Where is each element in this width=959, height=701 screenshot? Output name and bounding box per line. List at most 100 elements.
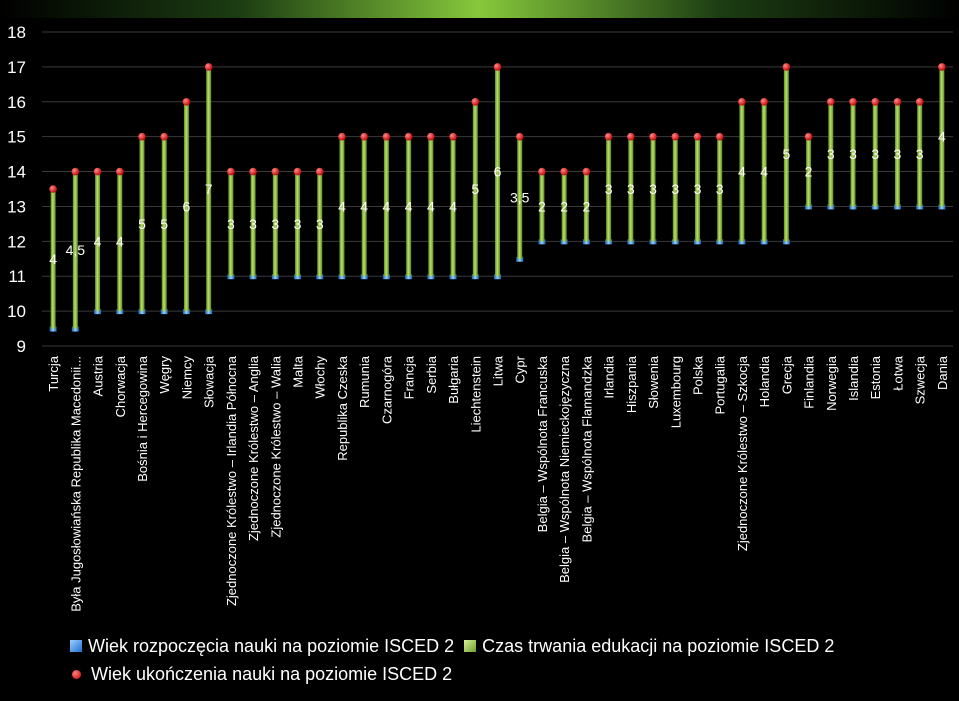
y-tick-label-15: 15 bbox=[7, 128, 26, 147]
start-age-marker-14 bbox=[360, 274, 368, 280]
x-tick-label-21: Cypr bbox=[513, 355, 528, 383]
end-age-marker-6 bbox=[182, 97, 191, 106]
end-age-marker-7 bbox=[204, 63, 213, 71]
end-age-marker-14 bbox=[360, 132, 368, 141]
x-tick-label-16: Francja bbox=[402, 355, 417, 399]
y-tick-label-13: 13 bbox=[7, 197, 26, 216]
end-age-marker-17 bbox=[427, 132, 435, 141]
end-age-marker-19 bbox=[471, 97, 480, 106]
duration-bar-33 bbox=[783, 66, 789, 242]
duration-bar-11 bbox=[295, 171, 301, 277]
duration-label-22: 2 bbox=[538, 198, 546, 214]
start-age-marker-11 bbox=[294, 274, 302, 280]
end-age-marker-40 bbox=[938, 63, 946, 71]
duration-label-39: 3 bbox=[916, 146, 924, 162]
end-age-marker-37 bbox=[871, 97, 880, 106]
duration-label-34: 2 bbox=[805, 164, 813, 180]
duration-label-10: 3 bbox=[271, 216, 279, 232]
duration-bar-4 bbox=[139, 136, 145, 312]
start-age-marker-24 bbox=[582, 239, 590, 245]
end-age-marker-33 bbox=[782, 63, 791, 71]
start-age-marker-5 bbox=[160, 309, 168, 315]
duration-label-9: 3 bbox=[249, 216, 257, 232]
x-tick-label-12: Włochy bbox=[313, 356, 328, 399]
start-age-marker-29 bbox=[693, 239, 701, 245]
start-age-marker-28 bbox=[671, 239, 679, 245]
duration-bar-5 bbox=[161, 136, 167, 312]
duration-bar-9 bbox=[250, 171, 256, 277]
x-tick-label-23: Belgia – Wspólnota Niemieckojęzyczna bbox=[557, 355, 572, 583]
end-age-marker-32 bbox=[760, 97, 768, 106]
end-age-marker-16 bbox=[404, 132, 413, 141]
y-tick-label-17: 17 bbox=[7, 58, 26, 77]
start-age-marker-3 bbox=[116, 309, 124, 315]
end-age-marker-12 bbox=[315, 167, 324, 176]
duration-bar-8 bbox=[228, 171, 234, 277]
start-age-marker-1 bbox=[71, 326, 79, 332]
legend-label-duration: Czas trwania edukacji na poziomie ISCED … bbox=[482, 635, 835, 656]
end-age-marker-38 bbox=[893, 97, 902, 106]
duration-bar-0 bbox=[50, 189, 56, 329]
start-age-marker-9 bbox=[249, 274, 257, 280]
duration-label-12: 3 bbox=[316, 216, 324, 232]
start-age-marker-10 bbox=[271, 274, 279, 280]
start-age-marker-20 bbox=[494, 274, 501, 280]
end-age-marker-24 bbox=[582, 167, 591, 176]
start-age-marker-18 bbox=[449, 274, 457, 280]
duration-bar-19 bbox=[472, 101, 478, 277]
end-age-marker-27 bbox=[649, 132, 657, 141]
x-tick-label-11: Malta bbox=[291, 355, 306, 388]
end-age-marker-13 bbox=[338, 132, 346, 141]
duration-label-3: 4 bbox=[116, 233, 124, 249]
end-age-marker-39 bbox=[915, 97, 924, 106]
x-tick-label-10: Zjednoczone Królestwo – Walia bbox=[268, 355, 283, 537]
x-tick-label-15: Czarnogóra bbox=[379, 355, 394, 424]
y-tick-label-10: 10 bbox=[7, 302, 26, 321]
x-tick-label-24: Belgia – Wspólnota Flamandzka bbox=[579, 355, 594, 542]
x-tick-label-14: Rumunia bbox=[357, 355, 372, 408]
legend-swatch-red-dot bbox=[72, 669, 81, 679]
y-tick-label-11: 11 bbox=[8, 267, 26, 286]
start-age-marker-31 bbox=[738, 239, 746, 245]
start-age-marker-36 bbox=[849, 204, 857, 210]
start-age-marker-22 bbox=[538, 239, 546, 245]
start-age-marker-25 bbox=[605, 239, 613, 245]
legend-swatch-green bbox=[464, 640, 477, 652]
start-age-marker-17 bbox=[427, 274, 435, 280]
end-age-marker-15 bbox=[382, 132, 391, 141]
start-age-marker-16 bbox=[405, 274, 413, 280]
duration-label-26: 3 bbox=[627, 181, 635, 197]
bars bbox=[49, 63, 946, 332]
end-age-marker-3 bbox=[115, 167, 124, 176]
duration-bar-2 bbox=[95, 171, 101, 312]
end-age-marker-21 bbox=[515, 132, 524, 141]
x-tick-label-40: Dania bbox=[935, 355, 950, 390]
duration-bar-15 bbox=[383, 136, 389, 277]
y-tick-label-9: 9 bbox=[17, 337, 26, 356]
x-tick-label-25: Irlandia bbox=[602, 355, 617, 398]
start-age-marker-21 bbox=[516, 256, 524, 262]
duration-label-25: 3 bbox=[605, 181, 613, 197]
x-tick-label-18: Bułgaria bbox=[446, 355, 461, 403]
x-tick-label-4: Bośnia i Hercegowina bbox=[135, 355, 150, 482]
x-tick-label-20: Litwa bbox=[491, 355, 506, 386]
end-age-marker-22 bbox=[538, 167, 546, 176]
x-tick-label-3: Chorwacja bbox=[113, 355, 128, 417]
start-age-marker-34 bbox=[805, 204, 813, 210]
x-tick-label-22: Belgia – Wspólnota Francuska bbox=[535, 355, 550, 532]
duration-bar-18 bbox=[450, 136, 456, 277]
start-age-marker-35 bbox=[827, 204, 835, 210]
x-tick-label-27: Słowenia bbox=[646, 355, 661, 409]
duration-label-36: 3 bbox=[849, 146, 857, 162]
y-tick-label-12: 12 bbox=[7, 232, 26, 251]
end-age-marker-30 bbox=[715, 132, 724, 141]
duration-bar-22 bbox=[539, 171, 545, 242]
duration-label-29: 3 bbox=[694, 181, 702, 197]
duration-bar-21 bbox=[517, 136, 523, 259]
duration-label-23: 2 bbox=[560, 198, 568, 214]
duration-bar-35 bbox=[828, 101, 834, 207]
duration-bar-14 bbox=[361, 136, 367, 277]
duration-bar-12 bbox=[317, 171, 323, 277]
duration-bar-24 bbox=[583, 171, 589, 242]
